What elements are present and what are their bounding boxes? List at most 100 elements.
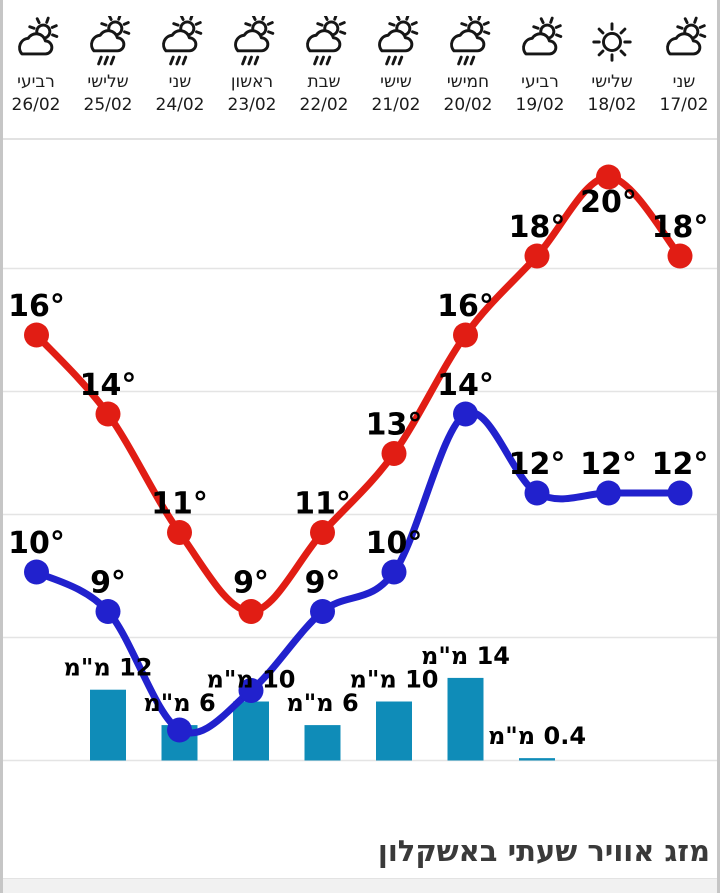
min-temp-point [24,559,49,585]
rain-label: 0.4 מ"מ [488,722,586,750]
partly-cloudy-icon [514,16,566,68]
min-temp-point [596,480,621,506]
rain-label: 10 מ"מ [350,666,439,694]
day-cell[interactable]: שישי 21/02 [360,0,432,138]
max-temp-label: 13° [366,408,423,443]
min-temp-label: 9° [90,566,126,601]
min-temp-label: 10° [366,526,423,561]
max-temp-point [453,322,478,348]
min-temp-label: 12° [652,447,709,482]
day-name: שבת [307,72,341,92]
rain-sun-icon [370,16,422,68]
max-temp-label: 16° [8,289,65,324]
page-title: מזג אוויר שעתי באשקלון [377,834,710,868]
max-temp-label: 9° [233,566,269,601]
day-name: ראשון [230,72,274,92]
day-cell[interactable]: שני 17/02 [648,0,720,138]
min-temp-label: 12° [509,447,566,482]
forecast-strip: שני 17/02 שלישי 18/02 רביעי 19/02 חמישי 20/02 שי… [0,0,720,140]
rain-sun-icon [298,16,350,68]
min-temp-point [524,480,550,506]
max-temp-point [95,401,121,427]
rain-bar [90,689,126,761]
day-name: שלישי [591,72,633,92]
day-date: 24/02 [155,95,205,115]
rain-bar [519,758,555,761]
max-temp-label: 16° [437,289,494,324]
min-temp-label: 12° [580,447,637,482]
day-name: שלישי [87,72,129,92]
max-temp-label: 18° [652,210,709,245]
max-temp-label: 14° [80,368,137,403]
partly-cloudy-icon [10,16,62,68]
min-temp-point [381,559,407,585]
max-temp-line [33,173,684,616]
day-cell[interactable]: ראשון 23/02 [216,0,288,138]
day-date: 23/02 [227,95,277,115]
day-name: שני [672,72,696,92]
day-date: 17/02 [659,95,709,115]
min-temp-point [453,401,478,427]
min-temp-point [167,717,192,743]
sunny-icon [586,16,638,68]
day-date: 25/02 [83,95,133,115]
day-name: רביעי [17,72,55,92]
day-cell[interactable]: שלישי 25/02 [72,0,144,138]
max-temp-point [667,243,693,269]
day-cell[interactable]: חמישי 20/02 [432,0,504,138]
day-cell[interactable]: רביעי 26/02 [0,0,72,138]
weather-chart: 0.4 מ"מ14 מ"מ10 מ"מ6 מ"מ10 מ"מ6 מ"מ12 מ"… [0,164,720,762]
rain-label: 14 מ"מ [421,642,510,670]
max-temp-point [596,164,621,190]
day-date: 20/02 [443,95,493,115]
min-temp-point [95,599,121,624]
right-border-line [717,0,720,893]
min-temp-label: 14° [437,368,494,403]
chart-area: 0.4 מ"מ 14 מ"מ 10 מ"מ 6 מ"מ 10 מ"מ 6 מ"מ 12 מ"… [0,140,720,820]
rain-bar [304,725,341,761]
rain-bar [376,701,412,761]
left-border-line [0,0,3,893]
min-temp-label: 9° [305,566,341,601]
rain-sun-icon [226,16,278,68]
day-date: 19/02 [515,95,565,115]
day-cell[interactable]: שלישי 18/02 [576,0,648,138]
day-cell[interactable]: שבת 22/02 [288,0,360,138]
day-name: שני [168,72,192,92]
max-temp-point [381,441,407,466]
min-temp-line [33,409,684,737]
day-name: שישי [380,72,412,92]
rain-sun-icon [82,16,134,68]
min-temp-label: 10° [8,526,65,561]
title-bar: מזג אוויר שעתי באשקלון [0,820,720,878]
max-temp-point [310,520,335,545]
max-temp-label: 18° [509,210,566,245]
rain-label: 6 מ"מ [286,689,358,717]
rain-label: 10 מ"מ [207,666,296,694]
max-temp-label: 20° [580,185,637,220]
bottom-strip [0,878,720,893]
day-date: 22/02 [299,95,349,115]
min-temp-point [238,678,264,703]
day-name: חמישי [446,72,490,92]
rain-bar [447,677,484,761]
partly-cloudy-icon [658,16,710,68]
min-temp-point [667,480,693,506]
max-temp-point [167,520,192,545]
rain-label: 12 מ"מ [64,654,153,682]
rain-bar [233,701,269,761]
rain-label: 6 מ"מ [143,689,215,717]
max-temp-point [524,243,550,269]
day-cell[interactable]: רביעי 19/02 [504,0,576,138]
day-cell[interactable]: שני 24/02 [144,0,216,138]
day-date: 18/02 [587,95,637,115]
rain-sun-icon [154,16,206,68]
max-temp-point [24,322,49,348]
max-temp-point [238,599,264,624]
max-temp-label: 11° [294,487,351,522]
rain-sun-icon [442,16,494,68]
day-date: 26/02 [11,95,61,115]
day-name: רביעי [521,72,559,92]
min-temp-point [310,599,335,624]
